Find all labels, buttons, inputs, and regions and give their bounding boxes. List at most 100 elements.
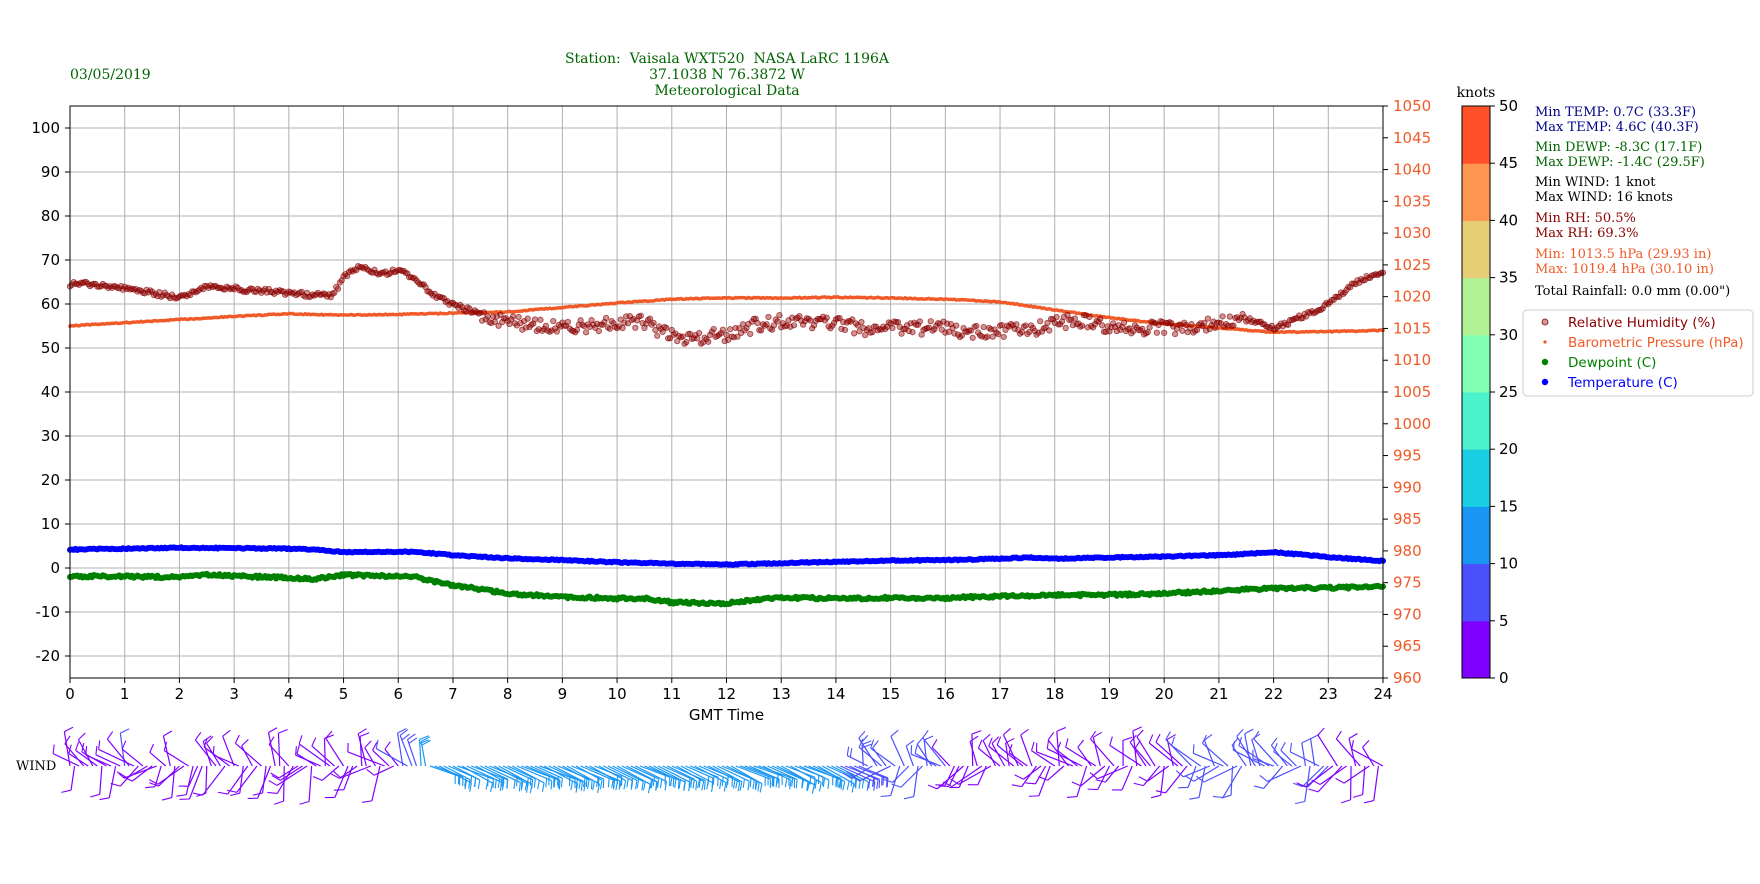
- wind-barb-flag: [557, 776, 558, 785]
- humidity-point: [758, 328, 763, 333]
- wind-barb: [322, 766, 339, 780]
- x-tick-label: 21: [1209, 685, 1228, 703]
- wind-barb-flag: [932, 739, 937, 747]
- stat-line: Min WIND: 1 knot: [1535, 175, 1656, 190]
- wind-barb-flag: [587, 780, 589, 789]
- wind-barb-flag: [1156, 734, 1160, 742]
- right-y-tick-label: 980: [1393, 542, 1422, 560]
- humidity-point: [862, 332, 867, 337]
- wind-barb: [1048, 766, 1064, 780]
- wind-barb-flag: [1078, 740, 1084, 747]
- humidity-point: [1220, 314, 1225, 319]
- wind-barb-flag: [1031, 742, 1034, 751]
- humidity-point: [1079, 323, 1084, 328]
- humidity-point: [720, 327, 725, 332]
- wind-barb-flag: [218, 792, 228, 794]
- colorbar-tick-label: 15: [1499, 497, 1518, 515]
- wind-barb: [1302, 743, 1306, 766]
- wind-barb-flag: [924, 736, 933, 740]
- left-y-tick-label: 20: [41, 471, 60, 489]
- wind-barb-flag: [561, 778, 562, 787]
- wind-barb: [1349, 738, 1356, 766]
- right-y-tick-label: 995: [1393, 447, 1422, 465]
- wind-barb-flag: [1237, 729, 1243, 736]
- wind-barb-flag: [1302, 739, 1311, 743]
- humidity-point: [1001, 334, 1006, 339]
- wind-barb: [1023, 766, 1041, 779]
- wind-barb: [1344, 766, 1369, 783]
- wind-barb-flag: [474, 778, 476, 787]
- wind-barb: [376, 749, 407, 766]
- humidity-point: [711, 326, 716, 331]
- wind-barb-flag: [758, 782, 759, 791]
- wind-barb-flag: [1021, 729, 1029, 735]
- wind-barb-flag: [643, 782, 645, 791]
- colorbar-tick-label: 50: [1499, 97, 1518, 115]
- stats-panel: Min TEMP: 0.7C (33.3F)Max TEMP: 4.6C (40…: [1535, 105, 1730, 299]
- station-coordinates: 37.1038 N 76.3872 W: [649, 67, 805, 83]
- wind-barb-flag: [519, 782, 520, 791]
- humidity-point: [1014, 322, 1019, 327]
- wind-barb-flag: [743, 779, 744, 788]
- wind-barb-flag: [1353, 795, 1363, 798]
- humidity-point: [583, 330, 588, 335]
- colorbar-title: knots: [1457, 85, 1496, 101]
- wind-barb-flag: [722, 777, 723, 786]
- wind-barb: [186, 766, 193, 795]
- wind-barb-flag: [728, 776, 729, 785]
- wind-barb-flag: [970, 736, 978, 741]
- wind-barb-flag: [409, 738, 417, 744]
- date-label: 03/05/2019: [70, 67, 151, 83]
- right-y-tick-label: 1025: [1393, 256, 1431, 274]
- wind-barb-flag: [491, 783, 493, 792]
- wind-barb-flag: [365, 741, 372, 748]
- wind-barb: [235, 743, 261, 766]
- wind-barb-flag: [1309, 789, 1318, 792]
- wind-barb-flag: [1260, 775, 1267, 781]
- wind-barb-flag: [750, 778, 751, 787]
- x-tick-label: 20: [1155, 685, 1174, 703]
- wind-barb-flag: [76, 742, 79, 751]
- humidity-point: [1194, 327, 1199, 332]
- wind-barb: [358, 734, 366, 766]
- right-y-tick-label: 1015: [1393, 319, 1431, 337]
- wind-barb-flag: [691, 779, 692, 788]
- humidity-point: [620, 325, 625, 330]
- wind-barb-flag: [269, 728, 278, 733]
- wind-barb-flag: [299, 735, 302, 744]
- stat-line: Total Rainfall: 0.0 mm (0.00"): [1535, 284, 1730, 299]
- wind-barb-flag: [748, 781, 749, 790]
- humidity-point: [1087, 314, 1092, 319]
- left-y-tick-label: -20: [36, 647, 61, 665]
- x-tick-label: 10: [608, 685, 627, 703]
- wind-barb-flag: [881, 796, 891, 797]
- humidity-point: [603, 315, 608, 320]
- humidity-point: [485, 314, 490, 319]
- wind-barb-flag: [551, 781, 552, 790]
- stat-line: Min: 1013.5 hPa (29.93 in): [1535, 247, 1711, 262]
- wind-barb-flag: [534, 779, 535, 788]
- wind-barb: [893, 766, 909, 782]
- wind-barb: [1188, 766, 1196, 787]
- stat-line: Max: 1019.4 hPa (30.10 in): [1535, 262, 1714, 277]
- wind-barb-flag: [53, 745, 54, 754]
- wind-barb-flag: [1193, 744, 1194, 753]
- wind-barb-flag: [1336, 731, 1341, 739]
- humidity-point: [1231, 323, 1236, 328]
- wind-barb-flag: [915, 744, 917, 753]
- humidity-point: [655, 333, 660, 338]
- wind-barb-flag: [850, 748, 851, 757]
- wind-barb: [1267, 766, 1301, 781]
- humidity-point: [1047, 328, 1052, 333]
- wind-barb: [164, 751, 188, 766]
- wind-barb: [1130, 742, 1146, 766]
- x-tick-label: 14: [826, 685, 845, 703]
- wind-barb-flag: [313, 777, 322, 781]
- wind-barb: [122, 749, 143, 766]
- colorbar-tick-label: 5: [1499, 612, 1509, 630]
- right-y-tick-label: 1010: [1393, 351, 1431, 369]
- wind-barb-flag: [542, 783, 544, 792]
- wind-barb: [158, 766, 184, 784]
- humidity-point: [1063, 325, 1068, 330]
